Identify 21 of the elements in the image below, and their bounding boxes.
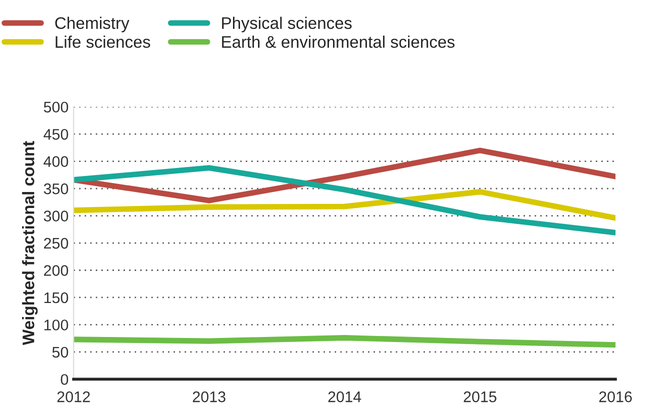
x-tick-label: 2014 [328, 391, 362, 402]
legend-label: Physical sciences [222, 16, 352, 32]
y-tick-label: 0 [60, 374, 68, 385]
y-tick-label: 350 [44, 183, 68, 194]
y-tick-label: 200 [44, 265, 68, 276]
legend-label: Chemistry [55, 16, 130, 32]
y-tick-label: 450 [44, 128, 68, 140]
y-tick-label: 100 [44, 320, 68, 330]
x-tick-label: 2015 [464, 391, 496, 402]
y-axis-title: Weighted fractional count [22, 141, 38, 346]
y-tick-label: 50 [52, 346, 68, 358]
y-tick-label: 400 [44, 156, 68, 167]
x-tick-label: 2016 [599, 391, 632, 402]
y-tick-label: 150 [44, 292, 68, 304]
x-tick-label: 2012 [57, 391, 90, 402]
legend-label: Earth & environmental sciences [222, 36, 455, 48]
y-tick-label: 250 [44, 238, 68, 249]
y-tick-label: 500 [44, 102, 68, 113]
legend-label: Life sciences [56, 36, 150, 48]
x-tick-label: 2013 [192, 391, 226, 402]
y-tick-label: 300 [44, 210, 68, 222]
